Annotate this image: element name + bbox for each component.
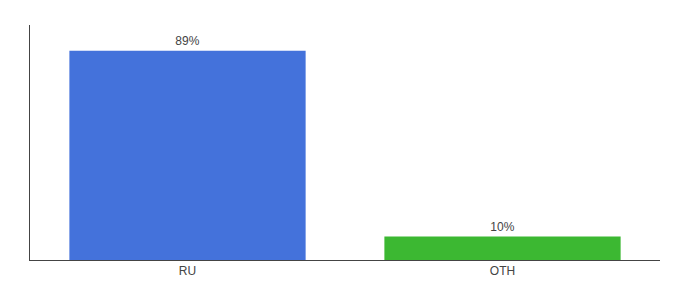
svg-text:OTH: OTH: [490, 264, 515, 278]
svg-text:RU: RU: [179, 264, 196, 278]
svg-text:89%: 89%: [175, 34, 199, 48]
svg-text:10%: 10%: [490, 220, 514, 234]
